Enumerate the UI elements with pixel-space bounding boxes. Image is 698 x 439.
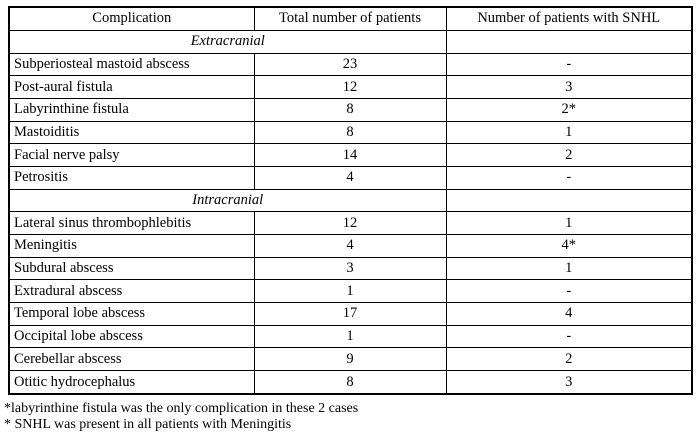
cell-complication: Post-aural fistula [8,75,255,99]
cell-snhl: 2 [445,347,693,372]
cell-total: 9 [253,347,447,372]
cell-snhl: 2* [445,97,693,122]
cell-complication: Meningitis [8,234,255,258]
cell-complication: Subperiosteal mastoid abscess [8,52,255,77]
complications-table: Complication Total number of patients Nu… [8,6,693,395]
table-row: Otitic hydrocephalus 8 3 [8,370,693,395]
table-row: Post-aural fistula 12 3 [8,75,693,99]
cell-snhl: 4* [445,234,693,258]
cell-total: 3 [253,256,447,281]
table-row: Petrositis 4 - [8,165,693,190]
cell-total: 4 [253,234,447,258]
cell-complication: Lateral sinus thrombophlebitis [8,211,255,235]
header-row: Complication Total number of patients Nu… [8,6,693,31]
cell-total: 8 [253,120,447,145]
cell-complication: Mastoiditis [8,120,255,145]
cell-snhl: 3 [445,370,693,395]
cell-complication: Petrositis [8,165,255,190]
cell-complication: Cerebellar abscess [8,347,255,372]
cell-total: 8 [253,370,447,395]
cell-snhl: - [445,165,693,190]
cell-total: 1 [253,279,447,304]
section-row-intracranial: Intracranial [8,188,693,213]
cell-total: 17 [253,302,447,326]
cell-total: 8 [253,97,447,122]
cell-complication: Temporal lobe abscess [8,302,255,326]
cell-snhl: - [445,279,693,304]
cell-snhl: 1 [445,211,693,235]
table-row: Cerebellar abscess 9 2 [8,347,693,372]
section-row-extracranial: Extracranial [8,29,693,54]
table-row: Meningitis 4 4* [8,234,693,258]
header-total-patients: Total number of patients [253,6,447,31]
cell-complication: Facial nerve palsy [8,143,255,167]
table-row: Subdural abscess 3 1 [8,256,693,281]
section-label-extracranial: Extracranial [8,29,447,54]
table-row: Labyrinthine fistula 8 2* [8,97,693,122]
cell-snhl: 4 [445,302,693,326]
table-row: Subperiosteal mastoid abscess 23 - [8,52,693,77]
footnote-line-2: * SNHL was present in all patients with … [4,417,292,432]
cell-snhl: - [445,324,693,349]
table-row: Lateral sinus thrombophlebitis 12 1 [8,211,693,235]
cell-complication: Extradural abscess [8,279,255,304]
cell-snhl: 1 [445,256,693,281]
cell-total: 1 [253,324,447,349]
cell-snhl: 1 [445,120,693,145]
table-row: Facial nerve palsy 14 2 [8,143,693,167]
cell-total: 4 [253,165,447,190]
cell-total: 12 [253,75,447,99]
cell-complication: Otitic hydrocephalus [8,370,255,395]
cell-snhl: 2 [445,143,693,167]
table-row: Extradural abscess 1 - [8,279,693,304]
cell-snhl: 3 [445,75,693,99]
cell-complication: Subdural abscess [8,256,255,281]
section-empty-cell [445,29,693,54]
header-snhl-patients: Number of patients with SNHL [445,6,693,31]
cell-total: 12 [253,211,447,235]
table-row: Mastoiditis 8 1 [8,120,693,145]
table-row: Temporal lobe abscess 17 4 [8,302,693,326]
cell-snhl: - [445,52,693,77]
section-label-intracranial: Intracranial [8,188,447,213]
cell-complication: Occipital lobe abscess [8,324,255,349]
cell-total: 14 [253,143,447,167]
footnotes: *labyrinthine fistula was the only compl… [4,401,358,433]
header-complication: Complication [8,6,255,31]
cell-total: 23 [253,52,447,77]
cell-complication: Labyrinthine fistula [8,97,255,122]
section-empty-cell [445,188,693,213]
table-row: Occipital lobe abscess 1 - [8,324,693,349]
footnote-line-1: *labyrinthine fistula was the only compl… [4,401,359,416]
